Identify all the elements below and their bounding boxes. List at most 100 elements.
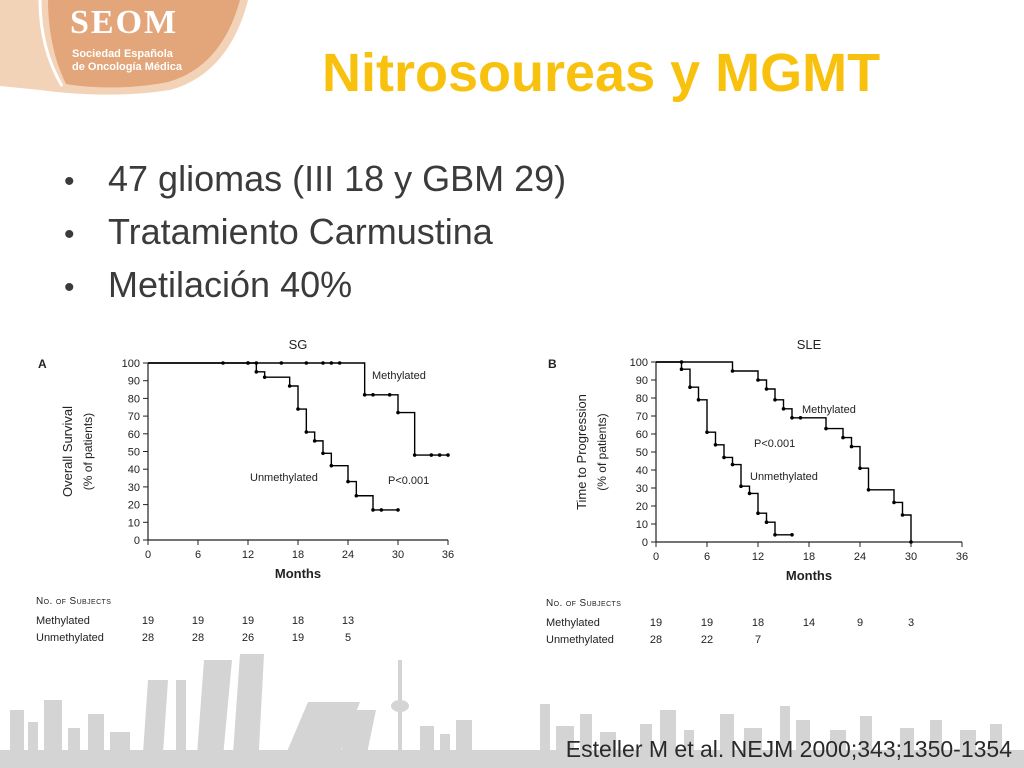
data-point [764, 387, 769, 391]
table-cell: 9 [857, 617, 863, 629]
logo-name: SEOM [70, 4, 179, 41]
y-tick-label: 0 [642, 537, 648, 549]
y-tick-label: 50 [128, 447, 140, 459]
bullet-text: Tratamiento Carmustina [108, 211, 493, 252]
data-point [739, 484, 743, 488]
data-point [841, 435, 845, 440]
data-point [396, 508, 400, 512]
data-point [909, 540, 913, 544]
data-point [798, 416, 803, 420]
bullet-text: Metilación 40% [108, 264, 353, 305]
data-point [730, 462, 735, 467]
x-tick-label: 12 [242, 549, 254, 561]
panel-letter: A [38, 357, 47, 371]
bullet-text: 47 gliomas (III 18 y GBM 29) [108, 158, 567, 199]
p-value-annotation: P<0.001 [388, 475, 429, 487]
data-point [337, 361, 342, 365]
data-point [688, 385, 692, 389]
data-point [254, 370, 259, 374]
x-tick-label: 24 [342, 549, 354, 561]
data-point [705, 430, 709, 434]
table-cell: 19 [701, 617, 713, 629]
table-cell: 19 [192, 615, 204, 627]
data-point [679, 367, 684, 371]
city-skyline-decoration [0, 654, 1024, 768]
data-point [329, 361, 334, 365]
table-header: No. of Subjects [36, 596, 111, 607]
bullet-item: • 47 gliomas (III 18 y GBM 29) [64, 152, 566, 205]
table-row-label: Methylated [546, 617, 600, 629]
data-point [756, 511, 760, 515]
y-tick-label: 20 [128, 500, 140, 512]
citation: Esteller M et al. NEJM 2000;343;1350-135… [565, 736, 1012, 762]
data-point [696, 398, 701, 402]
data-point [446, 453, 450, 457]
bullet-item: • Metilación 40% [64, 258, 566, 311]
data-point [858, 466, 862, 470]
y-axis-label: Overall Survival [60, 406, 75, 497]
data-point [312, 439, 317, 443]
data-point [296, 407, 300, 411]
data-point [246, 361, 250, 365]
data-point [781, 407, 786, 411]
x-tick-label: 36 [956, 551, 968, 563]
table-cell: 18 [292, 615, 304, 627]
table-row-label: Methylated [36, 615, 90, 627]
data-point [304, 361, 309, 365]
x-tick-label: 0 [653, 551, 659, 563]
table-row-label: Unmethylated [36, 632, 104, 644]
data-point [329, 463, 334, 468]
y-tick-label: 60 [128, 429, 140, 441]
data-point [730, 369, 735, 373]
logo-line-1: Sociedad Española [72, 48, 173, 60]
table-cell: 22 [701, 634, 713, 646]
table-cell: 13 [342, 615, 354, 627]
progression-chart-b: B SLE 0 10 20 30 40 50 60 70 80 90 100 0 6 12 18 24 30 36 Mo… [546, 337, 968, 646]
p-value-annotation: P<0.001 [754, 438, 795, 450]
logo-background-shape [0, 0, 248, 95]
y-axis-label: Time to Progression [574, 394, 589, 510]
y-tick-label: 90 [128, 376, 140, 388]
series-label: Unmethylated [750, 471, 818, 483]
data-point [429, 453, 434, 457]
bullet-dot-icon: • [64, 271, 75, 304]
y-tick-label: 80 [636, 393, 648, 405]
table-cell: 7 [755, 634, 761, 646]
y-tick-label: 50 [636, 447, 648, 459]
y-tick-label: 90 [636, 375, 648, 387]
slide-title: Nitrosoureas y MGMT [322, 43, 881, 103]
table-cell: 19 [292, 632, 304, 644]
panel-letter: B [548, 357, 557, 371]
data-point [287, 384, 292, 388]
series-label: Unmethylated [250, 472, 318, 484]
y-tick-label: 70 [636, 411, 648, 423]
y-tick-label: 100 [630, 357, 648, 369]
data-point [773, 398, 777, 402]
table-cell: 28 [650, 634, 662, 646]
data-point [849, 444, 854, 449]
x-tick-label: 0 [145, 549, 151, 561]
x-axis-label: Months [786, 568, 832, 583]
table-cell: 19 [242, 615, 254, 627]
bullet-item: • Tratamiento Carmustina [64, 205, 566, 258]
data-point [892, 500, 896, 505]
data-point [900, 513, 905, 517]
seom-logo: SEOM Sociedad Española de Oncología Médi… [0, 0, 250, 100]
table-cell: 18 [752, 617, 764, 629]
y-tick-label: 80 [128, 393, 140, 405]
data-point [756, 378, 760, 382]
data-point [379, 508, 384, 512]
x-tick-label: 36 [442, 549, 454, 561]
series-label: Methylated [372, 370, 426, 382]
table-cell: 26 [242, 632, 254, 644]
x-tick-label: 12 [752, 551, 764, 563]
data-point [371, 393, 375, 397]
data-point [321, 451, 325, 456]
data-point [790, 533, 794, 537]
logo-line-2: de Oncología Médica [72, 61, 183, 73]
y-tick-label: 30 [636, 483, 648, 495]
data-point [437, 453, 442, 457]
bullet-dot-icon: • [64, 218, 75, 251]
x-axis-label: Months [275, 566, 321, 581]
y-tick-label: 60 [636, 429, 648, 441]
